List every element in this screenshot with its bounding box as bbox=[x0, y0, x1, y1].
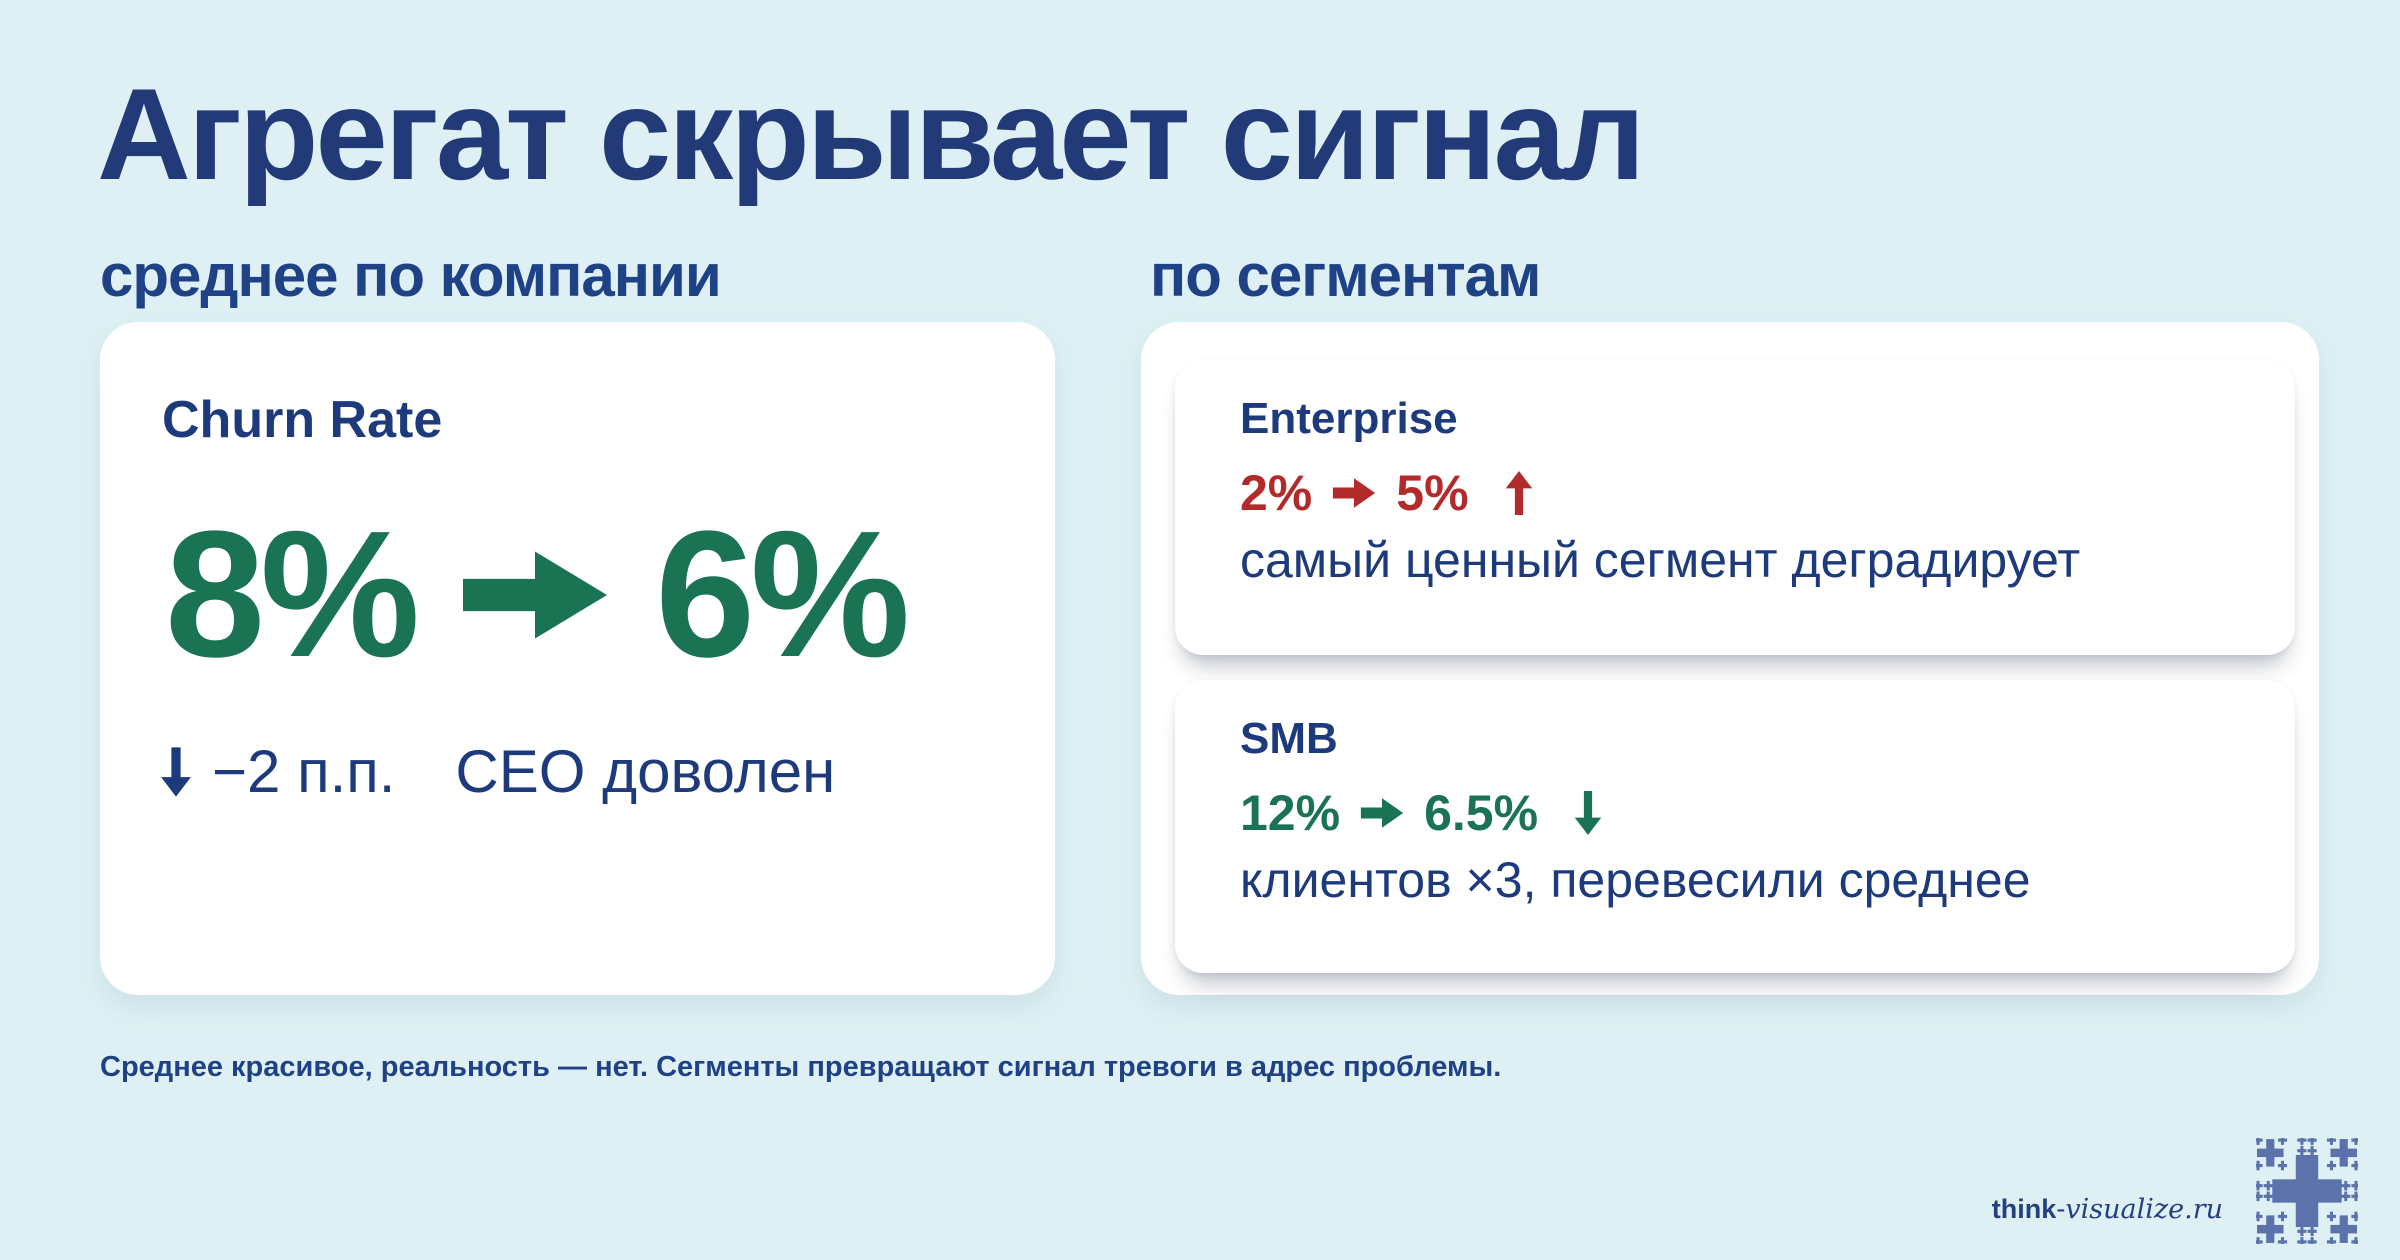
left-column-header: среднее по компании bbox=[100, 242, 722, 309]
segment-value-from: 12% bbox=[1240, 784, 1341, 841]
segment-note: самый ценный сегмент деградирует bbox=[1240, 532, 2081, 589]
right-arrow-icon bbox=[1333, 478, 1376, 509]
average-delta-row: −2 п.п. CEO доволен bbox=[158, 742, 835, 802]
brand-wordmark: think-visualize.ru bbox=[1991, 1194, 2223, 1225]
segment-card-enterprise: Enterprise 2% 5% самый ценный сегмент де… bbox=[1175, 360, 2295, 655]
up-arrow-icon bbox=[1505, 471, 1532, 516]
segment-name: Enterprise bbox=[1240, 394, 1458, 443]
brand-rest: -visualize.ru bbox=[2056, 1194, 2223, 1225]
segment-value-to: 5% bbox=[1396, 464, 1469, 521]
average-value-from: 8% bbox=[165, 494, 420, 695]
segment-card-smb: SMB 12% 6.5% клиентов ×3, перевесили сре… bbox=[1175, 680, 2295, 973]
right-arrow-icon bbox=[1360, 798, 1404, 829]
segment-value-from: 2% bbox=[1240, 464, 1313, 521]
down-arrow-icon bbox=[161, 747, 191, 797]
bottom-caption: Среднее красивое, реальность — нет. Сегм… bbox=[100, 1051, 1502, 1083]
segment-name: SMB bbox=[1240, 714, 1338, 763]
average-note: CEO доволен bbox=[455, 738, 836, 805]
average-delta: −2 п.п. bbox=[212, 738, 396, 805]
right-arrow-icon bbox=[463, 551, 608, 639]
average-card bbox=[100, 322, 1055, 995]
metric-label: Churn Rate bbox=[162, 391, 443, 449]
average-metric-row: 8% 6% bbox=[165, 494, 910, 695]
down-arrow-icon bbox=[1574, 791, 1602, 836]
fractal-plus-logo-icon bbox=[2256, 1138, 2358, 1244]
segment-value-to: 6.5% bbox=[1424, 784, 1539, 841]
segment-metric-row: 2% 5% bbox=[1240, 465, 2255, 523]
segment-metric-row: 12% 6.5% bbox=[1240, 785, 2255, 843]
segments-panel: Enterprise 2% 5% самый ценный сегмент де… bbox=[1141, 322, 2319, 995]
segment-note: клиентов ×3, перевесили среднее bbox=[1240, 852, 2031, 909]
page-title: Агрегат скрывает сигнал bbox=[97, 61, 1645, 207]
right-column-header: по сегментам bbox=[1150, 242, 1541, 309]
brand-bold: think bbox=[1991, 1194, 2057, 1224]
average-value-to: 6% bbox=[655, 494, 910, 695]
